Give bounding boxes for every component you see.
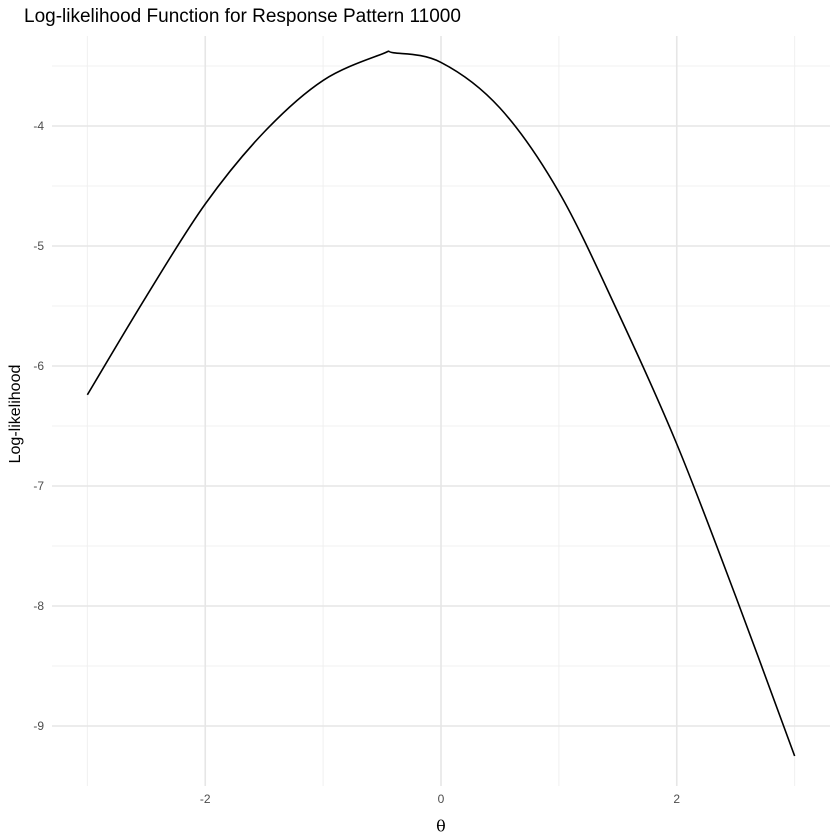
y-tick-label: -4 — [33, 119, 44, 133]
y-tick-label: -7 — [33, 479, 44, 493]
x-axis-title: θ — [436, 816, 446, 836]
y-tick-label: -6 — [33, 359, 44, 373]
y-tick-label: -8 — [33, 599, 44, 613]
x-tick-label: 2 — [673, 792, 680, 806]
chart-title: Log-likelihood Function for Response Pat… — [24, 6, 461, 27]
y-tick-label: -9 — [33, 719, 44, 733]
x-tick-label: -2 — [200, 792, 211, 806]
x-tick-label: 0 — [438, 792, 445, 806]
y-tick-label: -5 — [33, 239, 44, 253]
log-likelihood-line — [86, 50, 796, 757]
